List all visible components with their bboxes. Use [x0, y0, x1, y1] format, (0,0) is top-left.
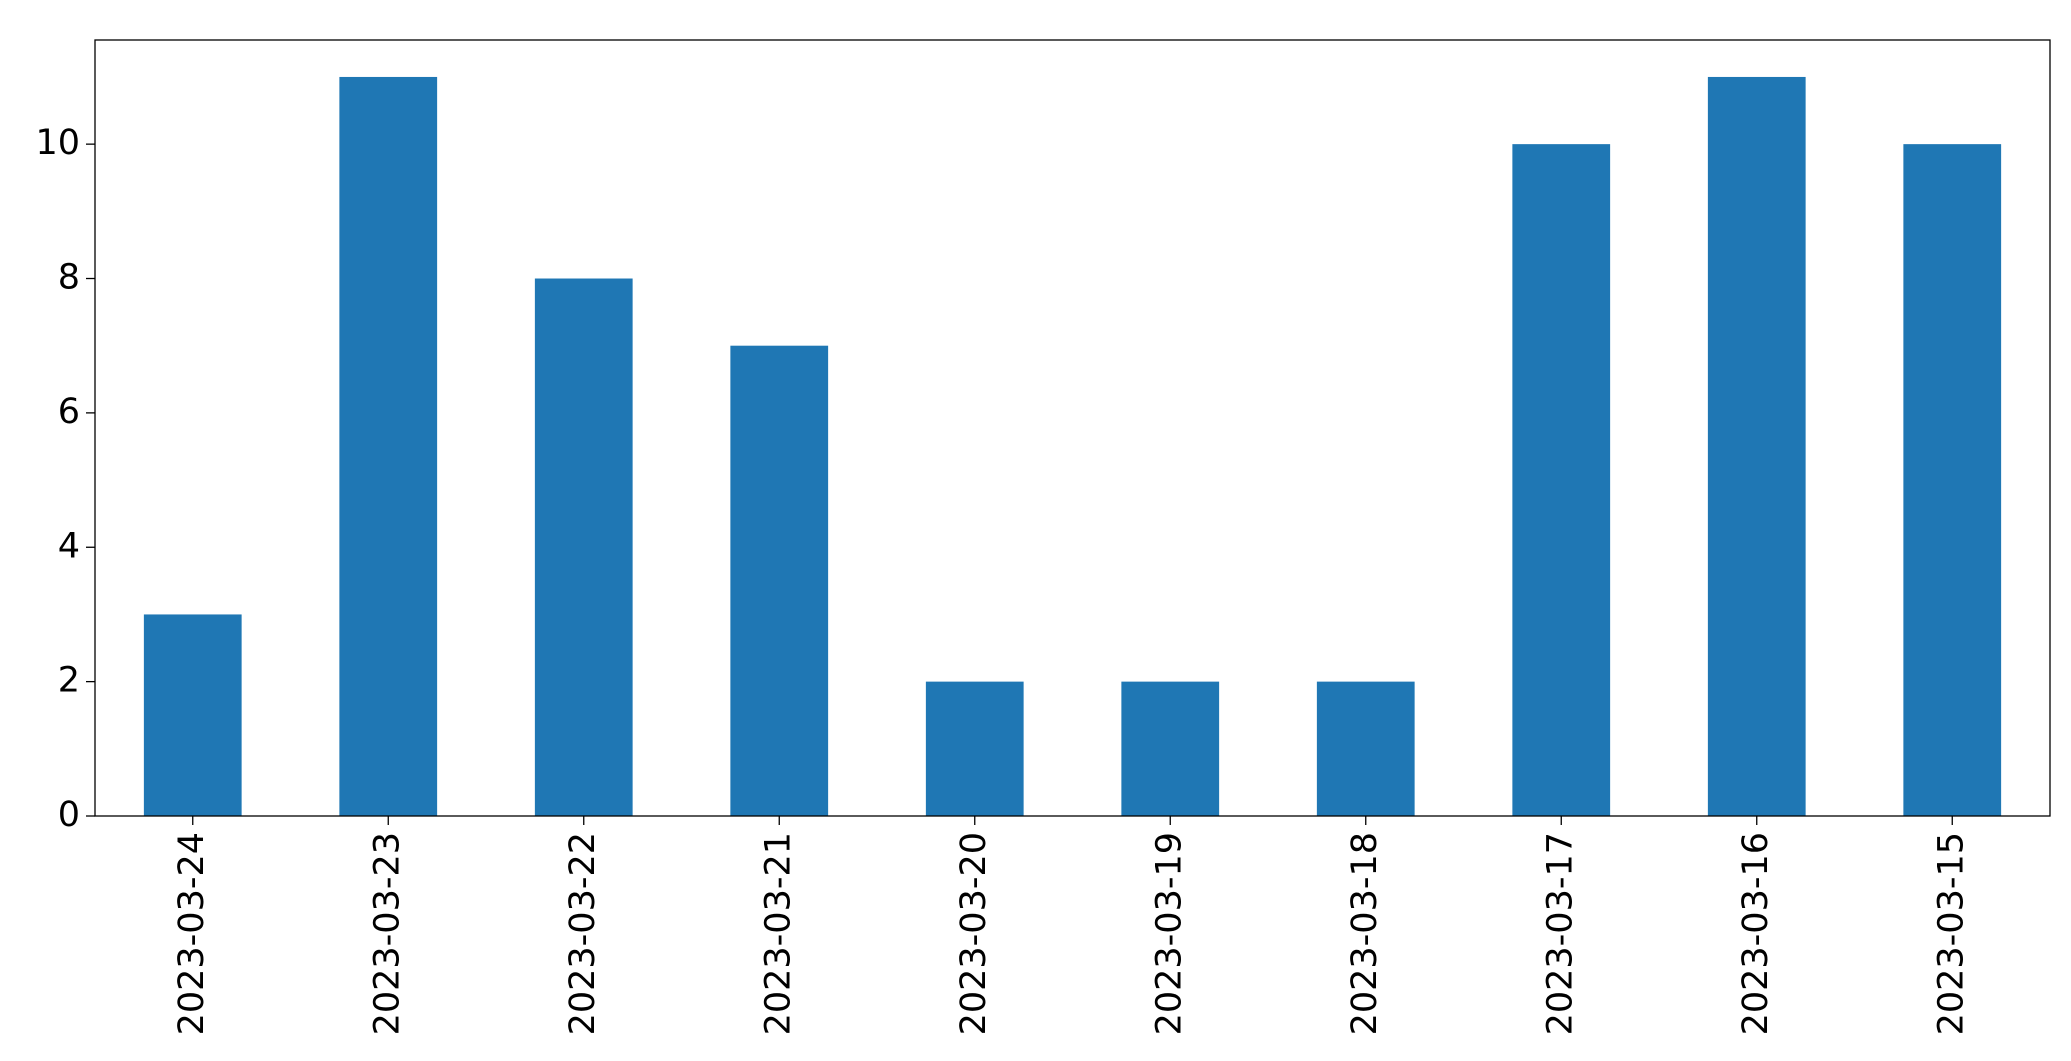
x-tick-label: 2023-03-17 — [1540, 832, 1580, 1035]
bar — [1316, 681, 1415, 816]
bar — [1903, 144, 2002, 816]
bar — [339, 76, 438, 816]
x-tick-label: 2023-03-20 — [954, 832, 994, 1035]
plot-frame — [94, 39, 2051, 817]
bar — [925, 681, 1024, 816]
y-tick-label: 0 — [58, 795, 80, 835]
y-tick-label: 4 — [58, 526, 80, 566]
x-tick-label: 2023-03-15 — [1931, 832, 1971, 1035]
x-tick-label: 2023-03-18 — [1345, 832, 1385, 1035]
bar — [1512, 144, 1611, 816]
bar — [1121, 681, 1220, 816]
bar — [534, 278, 633, 816]
y-tick-label: 10 — [35, 123, 80, 163]
x-tick-label: 2023-03-19 — [1149, 832, 1189, 1035]
y-tick-label: 8 — [58, 258, 80, 298]
x-tick-label: 2023-03-21 — [758, 832, 798, 1035]
bar — [730, 345, 829, 816]
bar — [143, 614, 242, 816]
x-tick-label: 2023-03-24 — [172, 832, 212, 1035]
x-tick-label: 2023-03-23 — [367, 832, 407, 1035]
y-tick-label: 6 — [58, 392, 80, 432]
x-tick-label: 2023-03-16 — [1736, 832, 1776, 1035]
x-tick-label: 2023-03-22 — [563, 832, 603, 1035]
y-tick-label: 2 — [58, 661, 80, 701]
bar — [1707, 76, 1806, 816]
